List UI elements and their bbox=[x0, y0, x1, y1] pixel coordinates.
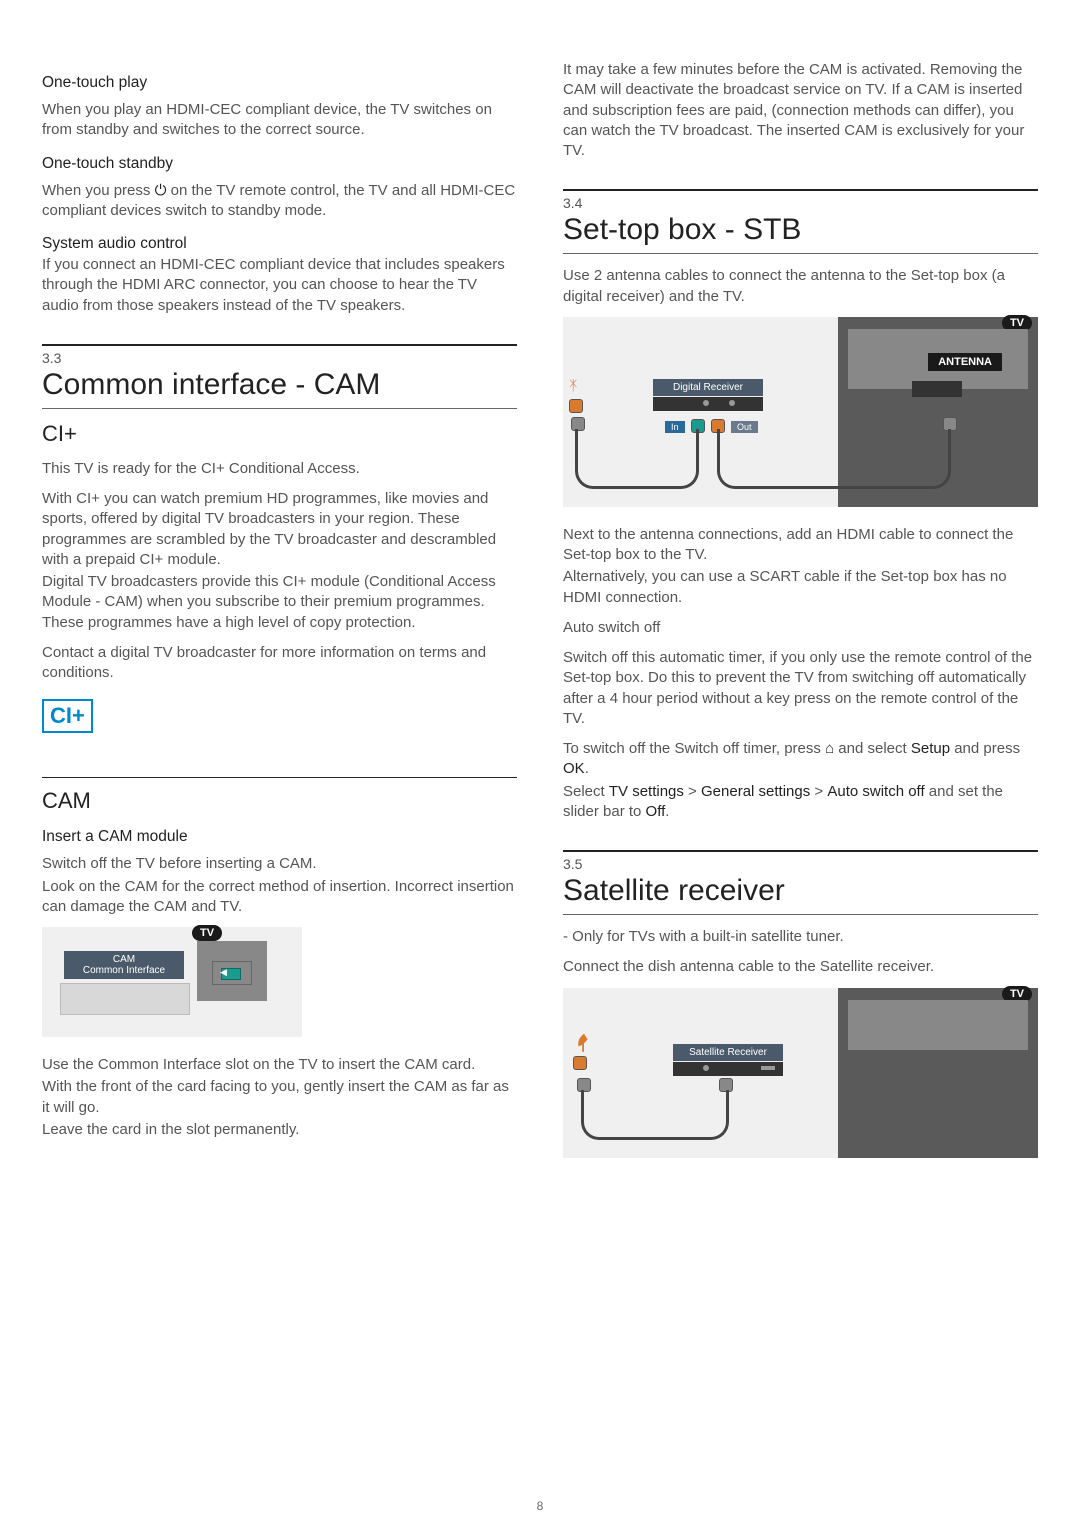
antenna-icon: ᛡ bbox=[569, 377, 577, 393]
para-stb4: Switch off this automatic timer, if you … bbox=[563, 648, 1038, 729]
para-cam2: Look on the CAM for the correct method o… bbox=[42, 877, 517, 918]
text: CAM bbox=[113, 954, 135, 965]
text-off: Off bbox=[646, 803, 666, 820]
receiver-bar bbox=[673, 1062, 783, 1076]
text-general: General settings bbox=[701, 783, 810, 800]
para-sac: If you connect an HDMI-CEC compliant dev… bbox=[42, 255, 517, 316]
text-setup: Setup bbox=[911, 740, 950, 757]
text-auto-off: Auto switch off bbox=[827, 783, 924, 800]
text: and press bbox=[950, 740, 1020, 757]
para-sat2: Connect the dish antenna cable to the Sa… bbox=[563, 957, 1038, 977]
heading-cam: CAM bbox=[42, 788, 517, 814]
para-sat1: - Only for TVs with a built-in satellite… bbox=[563, 927, 1038, 947]
tv-badge: TV bbox=[192, 925, 222, 941]
page-number: 8 bbox=[537, 1499, 544, 1513]
section-title-cam: Common interface - CAM bbox=[42, 368, 517, 402]
tv-panel: TV bbox=[838, 988, 1038, 1158]
divider bbox=[563, 253, 1038, 254]
port-antenna-src bbox=[569, 399, 583, 413]
dot bbox=[703, 400, 709, 406]
para-cam3: Use the Common Interface slot on the TV … bbox=[42, 1055, 517, 1075]
text: . bbox=[665, 803, 669, 820]
divider bbox=[42, 408, 517, 409]
power-icon: ⏻ bbox=[155, 182, 167, 199]
satellite-dish-icon bbox=[575, 1030, 593, 1052]
divider bbox=[563, 850, 1038, 852]
para-cam-top: It may take a few minutes before the CAM… bbox=[563, 60, 1038, 161]
text: When you press bbox=[42, 182, 155, 199]
text: To switch off the Switch off timer, pres… bbox=[563, 740, 825, 757]
para-ci2: With CI+ you can watch premium HD progra… bbox=[42, 489, 517, 570]
heading-insert-cam: Insert a CAM module bbox=[42, 828, 517, 846]
heading-ci-plus: CI+ bbox=[42, 421, 517, 447]
text: and select bbox=[834, 740, 911, 757]
heading-system-audio: System audio control bbox=[42, 235, 517, 253]
section-title-stb: Set-top box - STB bbox=[563, 213, 1038, 247]
cam-plug bbox=[212, 961, 252, 985]
cable-sat bbox=[581, 1090, 729, 1140]
port-sat-src bbox=[573, 1056, 587, 1070]
text: > bbox=[810, 783, 827, 800]
para-auto-switch-off: Auto switch off bbox=[563, 618, 1038, 638]
para-ci3: Digital TV broadcasters provide this CI+… bbox=[42, 572, 517, 633]
left-column: One-touch play When you play an HDMI-CEC… bbox=[42, 60, 517, 1176]
text: . bbox=[585, 760, 589, 777]
tv-screen bbox=[848, 1000, 1028, 1050]
dot bbox=[703, 1065, 709, 1071]
section-number-34: 3.4 bbox=[563, 195, 1038, 211]
divider bbox=[42, 777, 517, 778]
text-ok: OK bbox=[563, 760, 585, 777]
para-stb3: Alternatively, you can use a SCART cable… bbox=[563, 567, 1038, 608]
cable-1 bbox=[575, 429, 699, 489]
diagram-cam-slot: TV CAM Common Interface ◀ bbox=[42, 927, 302, 1037]
cable-2 bbox=[717, 429, 951, 489]
para-stb5: To switch off the Switch off timer, pres… bbox=[563, 739, 1038, 780]
text: Common Interface bbox=[83, 965, 165, 976]
divider bbox=[563, 914, 1038, 915]
slot bbox=[761, 1066, 775, 1070]
home-icon: ⌂ bbox=[825, 740, 834, 757]
para-cam4: With the front of the card facing to you… bbox=[42, 1077, 517, 1118]
text: Select bbox=[563, 783, 609, 800]
para-stb1: Use 2 antenna cables to connect the ante… bbox=[563, 266, 1038, 307]
dot bbox=[729, 400, 735, 406]
divider bbox=[563, 189, 1038, 191]
para-ots: When you press ⏻ on the TV remote contro… bbox=[42, 181, 517, 222]
antenna-badge: ANTENNA bbox=[928, 353, 1002, 371]
diagram-sat: TV Satellite Receiver bbox=[563, 988, 1038, 1158]
diagram-stb: TV ANTENNA ᛡ Digital Receiver In Out bbox=[563, 317, 1038, 507]
receiver-bar bbox=[653, 397, 763, 411]
para-cam5: Leave the card in the slot permanently. bbox=[42, 1120, 517, 1140]
para-cam1: Switch off the TV before inserting a CAM… bbox=[42, 854, 517, 874]
slot-area bbox=[60, 983, 190, 1015]
triangle-icon: ◀ bbox=[220, 967, 227, 978]
para-ci4: Contact a digital TV broadcaster for mor… bbox=[42, 643, 517, 684]
text-tv-settings: TV settings bbox=[609, 783, 684, 800]
ci-plus-badge: CI+ bbox=[42, 699, 93, 733]
antenna-port-bg bbox=[912, 381, 962, 397]
section-number-35: 3.5 bbox=[563, 856, 1038, 872]
text: > bbox=[684, 783, 701, 800]
section-number-33: 3.3 bbox=[42, 350, 517, 366]
heading-one-touch-play: One-touch play bbox=[42, 74, 517, 92]
para-otp: When you play an HDMI-CEC compliant devi… bbox=[42, 100, 517, 141]
para-stb6: Select TV settings > General settings > … bbox=[563, 782, 1038, 823]
divider bbox=[42, 344, 517, 346]
para-stb2: Next to the antenna connections, add an … bbox=[563, 525, 1038, 566]
para-ci1: This TV is ready for the CI+ Conditional… bbox=[42, 459, 517, 479]
right-column: It may take a few minutes before the CAM… bbox=[563, 60, 1038, 1176]
section-title-sat: Satellite receiver bbox=[563, 874, 1038, 908]
heading-one-touch-standby: One-touch standby bbox=[42, 155, 517, 173]
label-sat-receiver: Satellite Receiver bbox=[673, 1044, 783, 1061]
label-digital-receiver: Digital Receiver bbox=[653, 379, 763, 396]
label-cam: CAM Common Interface bbox=[64, 951, 184, 979]
page-columns: One-touch play When you play an HDMI-CEC… bbox=[42, 60, 1038, 1176]
